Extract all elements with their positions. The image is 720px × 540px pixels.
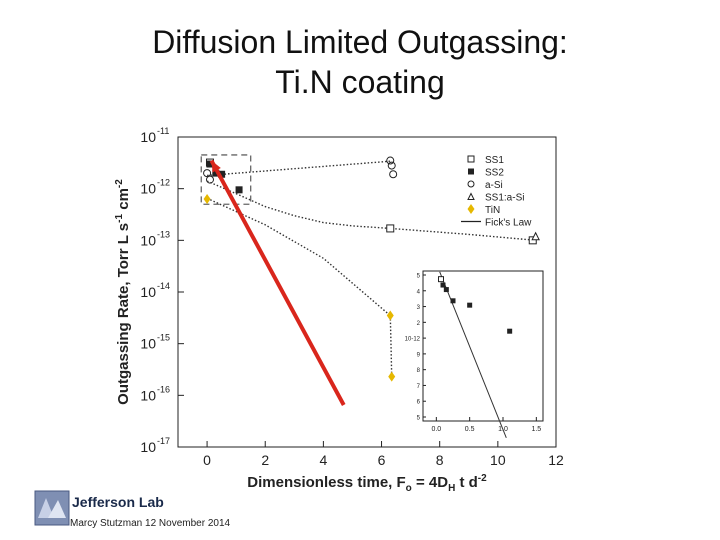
x-tick-label: 2	[261, 452, 269, 468]
marker-filled-diamond	[467, 204, 475, 214]
y-tick-exponent: -17	[157, 436, 170, 446]
fit-line	[389, 315, 393, 377]
inset-y-tick-label: 5	[417, 274, 421, 280]
marker-filled-square	[212, 169, 220, 177]
y-tick-exponent: -13	[157, 229, 170, 239]
slide-title: Diffusion Limited Outgassing: Ti.N coati…	[0, 22, 720, 102]
legend-label: TiN	[485, 205, 500, 216]
legend-label: Fick's Law	[485, 218, 532, 229]
inset-x-tick-label: 0.5	[465, 426, 475, 433]
inset-y-tick-label: 4	[417, 289, 421, 295]
x-axis-label-part: Dimensionless time, F	[247, 474, 405, 491]
red-arrow	[209, 159, 346, 406]
y-axis-label-part: Outgassing Rate, Torr L s	[115, 223, 132, 405]
x-axis-label-part: o	[406, 483, 412, 494]
marker-open-circle	[467, 180, 475, 188]
inset-frame	[422, 270, 544, 422]
marker-filled-diamond	[386, 310, 394, 321]
x-tick-label: 0	[203, 452, 211, 468]
x-tick-label: 6	[378, 452, 386, 468]
x-axis-label-part: = 4D	[412, 474, 448, 491]
x-tick-label: 12	[548, 452, 564, 468]
y-tick-label: 10	[140, 387, 156, 403]
y-tick-label: 10	[140, 129, 156, 145]
red-arrow-head	[211, 160, 221, 173]
legend-label: SS1	[485, 155, 504, 166]
x-tick-label: 10	[490, 452, 506, 468]
y-tick-exponent: -12	[157, 178, 170, 188]
marker-open-circle	[387, 161, 396, 170]
marker-filled-square	[440, 282, 446, 288]
y-tick-exponent: -15	[157, 333, 170, 343]
x-tick-label: 8	[436, 452, 444, 468]
marker-filled-square	[450, 298, 456, 304]
x-axis-label: Dimensionless time, Fo = 4DH t d-2	[247, 473, 487, 494]
marker-open-square	[528, 236, 537, 245]
marker-open-triangle	[531, 231, 540, 241]
highlight-box	[200, 154, 252, 205]
y-tick-exponent: -14	[157, 281, 170, 291]
marker-filled-diamond	[203, 194, 211, 205]
marker-open-square	[386, 224, 395, 233]
avs-logo	[34, 490, 70, 526]
inset-y-tick-label: 6	[417, 400, 421, 406]
marker-open-square	[467, 155, 475, 163]
footer-text: Marcy Stutzman 12 November 2014	[70, 518, 231, 529]
fit-line	[207, 160, 391, 177]
marker-filled-diamond	[388, 371, 396, 382]
inset-y-tick-label: 8	[417, 368, 421, 374]
inset-y-tick-label: 3	[417, 305, 421, 311]
marker-open-triangle	[467, 192, 475, 200]
inset-y-tick-label: 9	[417, 352, 421, 358]
marker-filled-square	[206, 160, 214, 168]
title-line-1: Diffusion Limited Outgassing:	[152, 24, 568, 60]
y-axis-label-part: cm	[115, 188, 132, 214]
y-tick-label: 10	[140, 336, 156, 352]
inset-x-tick-label: 1.5	[531, 426, 541, 433]
inset-y-tick-label: 5	[417, 416, 421, 422]
y-tick-label: 10	[140, 232, 156, 248]
x-tick-label: 4	[319, 452, 327, 468]
marker-filled-square	[218, 170, 226, 178]
inset-y-tick-label: 10-12	[405, 337, 421, 343]
legend-label: SS2	[485, 168, 504, 179]
marker-open-circle	[203, 169, 212, 178]
y-axis-label-part: -2	[114, 179, 125, 188]
legend-label: SS1:a-Si	[485, 193, 524, 204]
y-tick-label: 10	[140, 439, 156, 455]
fit-line	[206, 180, 536, 241]
x-axis-label-part: H	[448, 483, 455, 494]
x-axis-label-part: t d	[455, 474, 478, 491]
marker-filled-square	[443, 287, 449, 293]
marker-open-square	[438, 276, 444, 283]
marker-filled-square	[467, 302, 473, 308]
marker-filled-square	[507, 328, 513, 334]
y-tick-exponent: -11	[157, 126, 169, 136]
marker-open-circle	[205, 175, 214, 184]
y-tick-label: 10	[140, 181, 156, 197]
y-tick-exponent: -16	[157, 384, 170, 394]
marker-open-circle	[389, 170, 398, 179]
inset-y-tick-label: 7	[417, 384, 421, 390]
inset-x-tick-label: 0.0	[431, 426, 441, 433]
marker-filled-square	[468, 168, 474, 175]
marker-open-circle	[386, 156, 395, 165]
y-axis-label-part: -1	[114, 214, 125, 223]
inset-y-tick-label: 2	[417, 321, 421, 327]
title-line-2: Ti.N coating	[275, 64, 445, 100]
lab-name: Jefferson Lab	[72, 494, 164, 510]
y-axis-label: Outgassing Rate, Torr L s-1 cm-2	[114, 179, 132, 405]
x-axis-label-part: -2	[478, 473, 487, 484]
fit-line	[206, 197, 391, 317]
legend-label: a-Si	[485, 180, 503, 191]
y-tick-label: 10	[140, 284, 156, 300]
marker-filled-square	[235, 186, 243, 194]
